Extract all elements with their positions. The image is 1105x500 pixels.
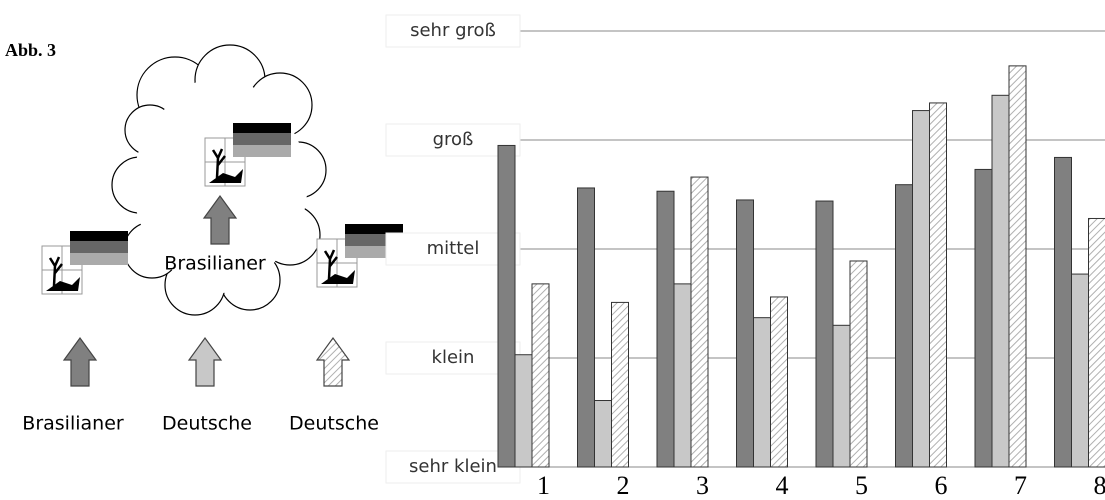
legend-label: Deutsche	[289, 413, 379, 435]
x-tick-label: 6	[935, 471, 948, 500]
bar	[674, 284, 691, 467]
x-tick-label: 8	[1094, 471, 1105, 500]
legend-label: Brasilianer	[22, 413, 124, 435]
x-tick-label: 1	[537, 471, 550, 500]
y-tick-label: klein	[432, 347, 475, 368]
bar	[595, 401, 612, 467]
y-tick-label: groß	[433, 129, 474, 150]
bar	[896, 185, 913, 467]
bar	[975, 169, 992, 467]
y-tick-label: sehr groß	[410, 20, 496, 41]
x-tick-label: 7	[1014, 471, 1027, 500]
bar	[737, 200, 754, 467]
bar	[1089, 218, 1105, 467]
bar	[850, 261, 867, 467]
bar	[833, 325, 850, 467]
x-tick-label: 3	[696, 471, 709, 500]
y-tick-label: sehr klein	[409, 456, 497, 477]
x-tick-label: 4	[776, 471, 789, 500]
arrow	[189, 338, 221, 386]
bar	[992, 95, 1009, 467]
bar	[691, 177, 708, 467]
chart: Abb. 3 Brasilianer Brasilianer Deutsche …	[0, 0, 1105, 500]
arrow	[64, 338, 96, 386]
bar	[532, 284, 549, 467]
bar	[1072, 274, 1089, 467]
bar	[612, 302, 629, 467]
bar	[816, 201, 833, 467]
bar	[657, 191, 674, 467]
x-tick-label: 5	[855, 471, 868, 500]
bar	[1055, 157, 1072, 467]
legend-label: Deutsche	[162, 413, 252, 435]
icon	[42, 231, 128, 294]
bar	[578, 188, 595, 467]
bar	[930, 103, 947, 467]
bar	[754, 318, 771, 467]
bar	[913, 111, 930, 467]
arrow	[317, 338, 349, 386]
bar	[771, 297, 788, 467]
x-tick-label: 2	[617, 471, 630, 500]
bar	[515, 355, 532, 467]
bar	[1009, 66, 1026, 467]
figure-label: Abb. 3	[5, 40, 56, 60]
cloud-label: Brasilianer	[164, 253, 266, 275]
bar	[498, 145, 515, 467]
y-tick-label: mittel	[427, 238, 480, 259]
